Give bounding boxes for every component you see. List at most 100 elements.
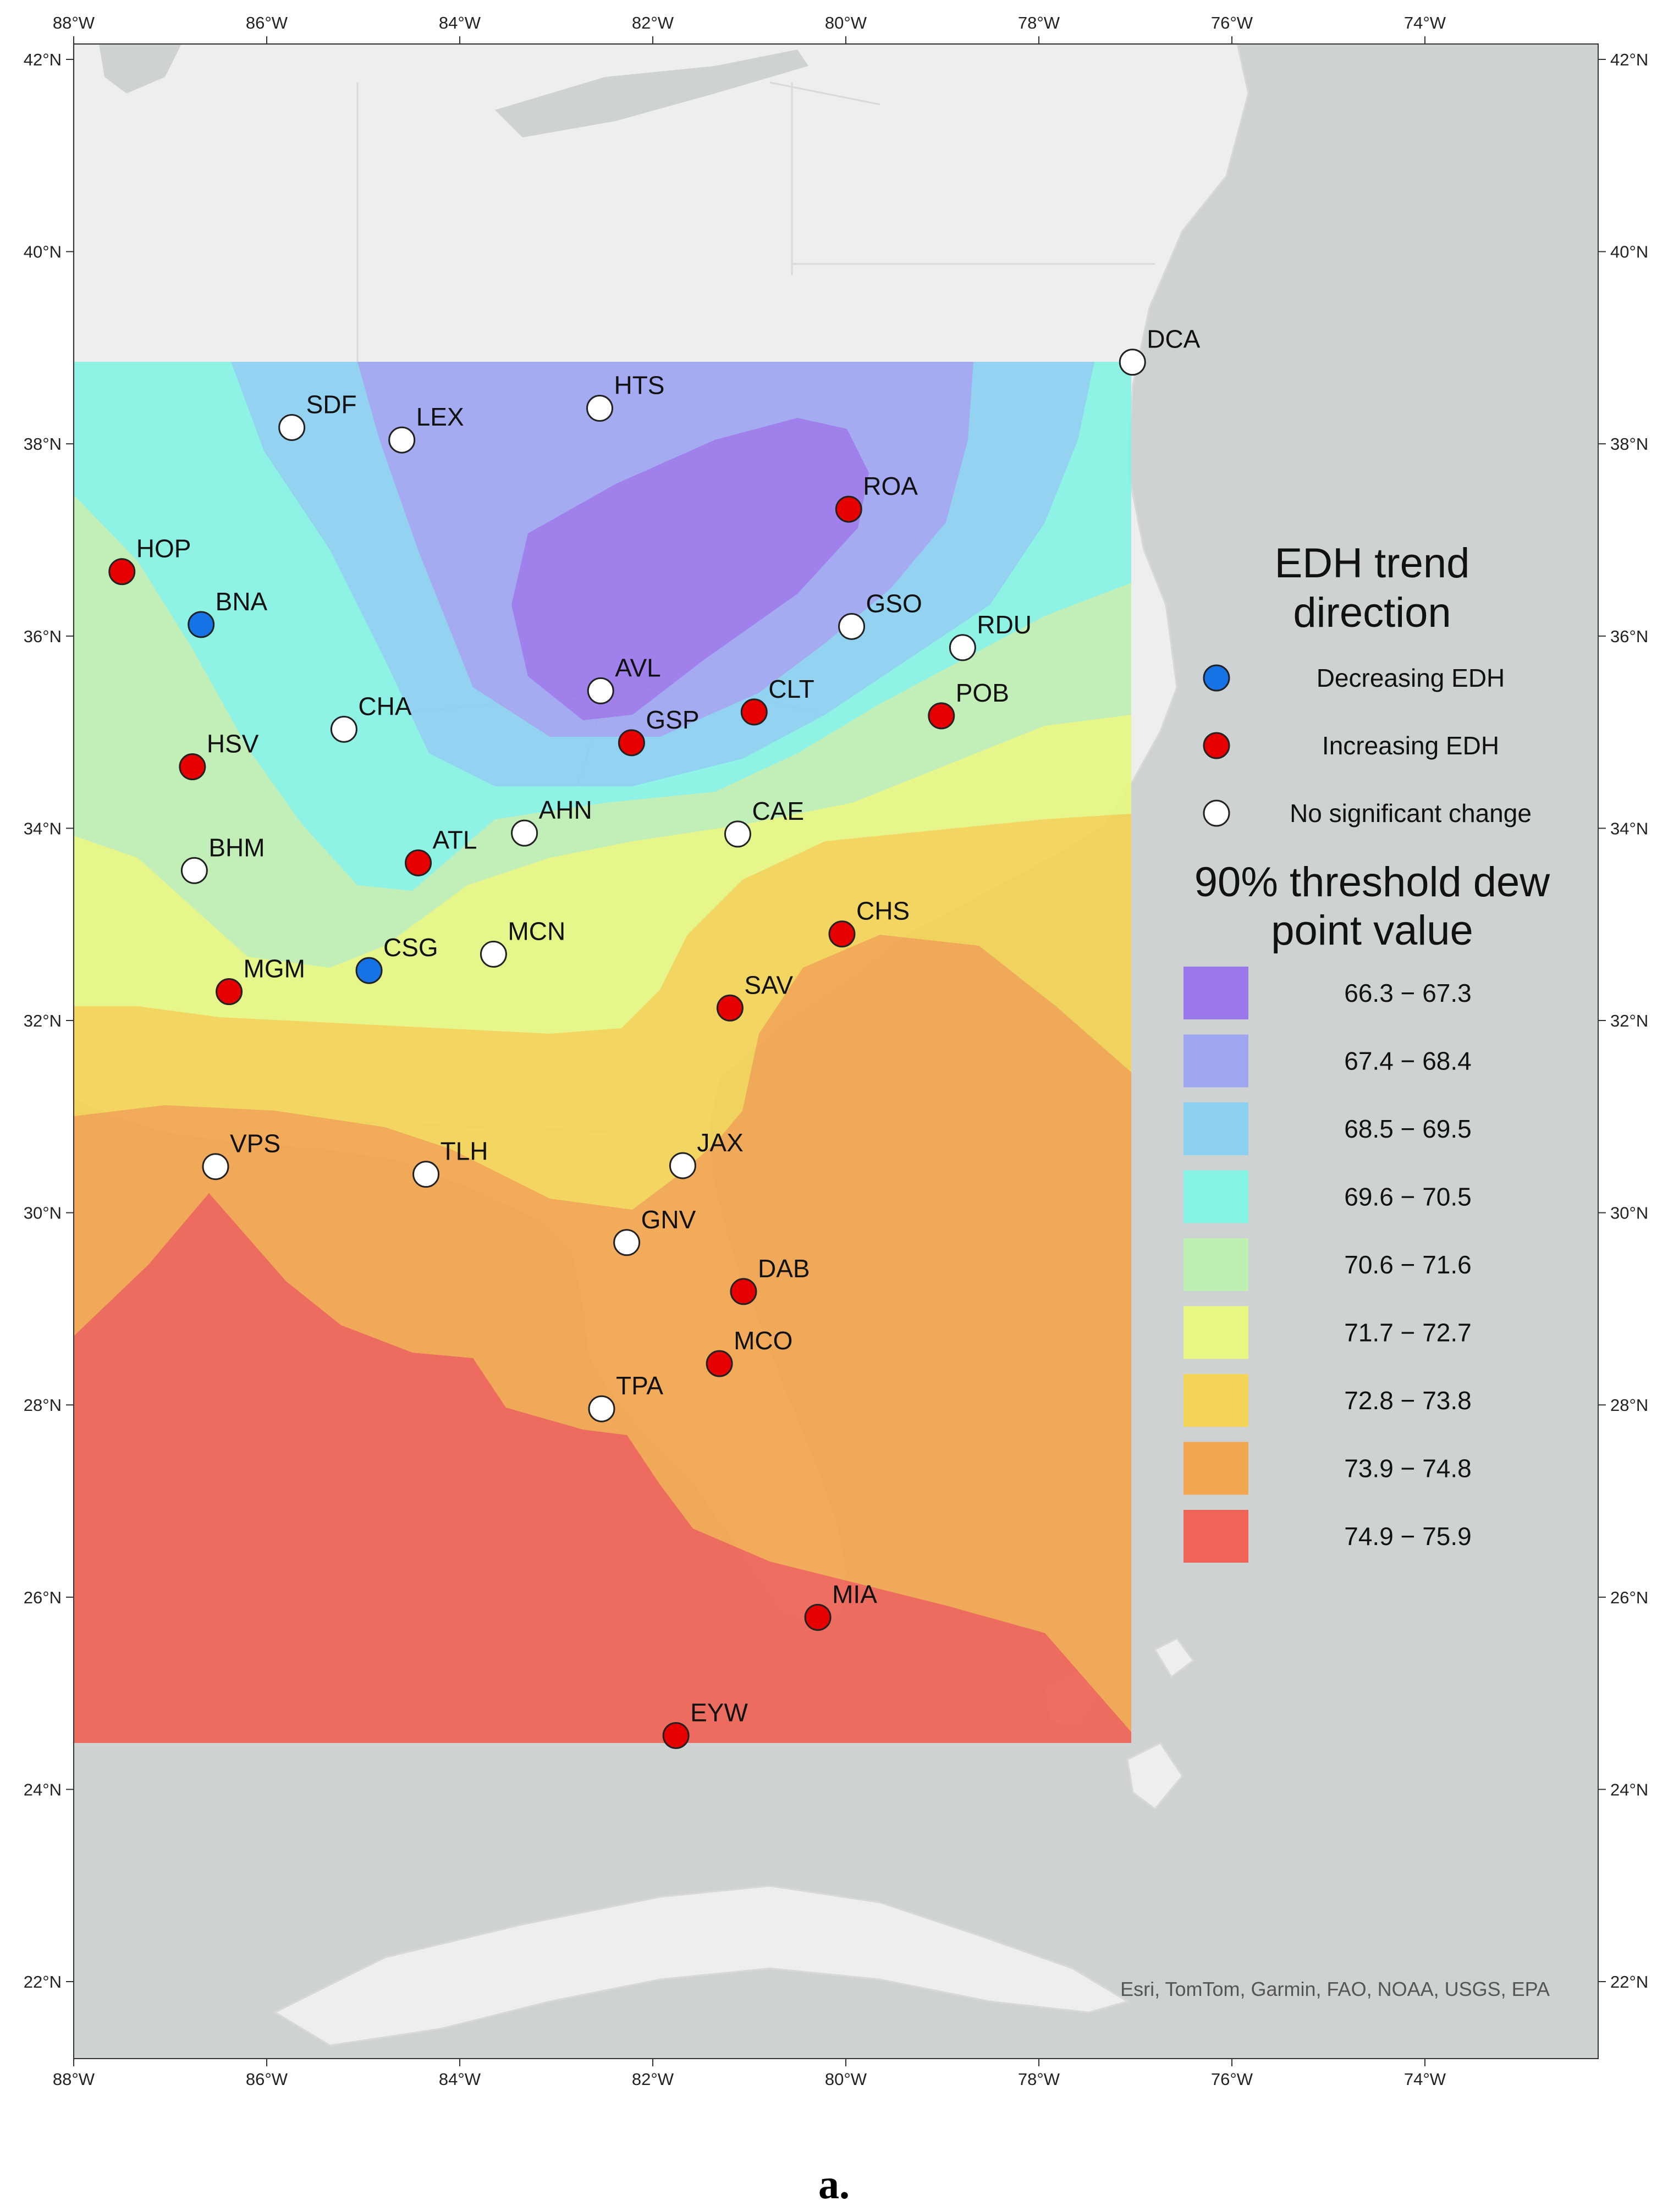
lat-tick-label-left: 42°N: [24, 50, 62, 69]
lon-tick-label-bottom: 78°W: [1018, 2070, 1060, 2089]
lat-tick-label-right: 42°N: [1610, 50, 1648, 69]
figure-caption: a.: [818, 2161, 850, 2208]
station-marker-tpa[interactable]: [588, 1395, 615, 1422]
station-marker-hop[interactable]: [108, 558, 136, 586]
station-marker-chs[interactable]: [828, 920, 856, 948]
station-marker-csg[interactable]: [355, 957, 383, 984]
trend-legend-items: Decreasing EDH Increasing EDH No significa…: [1203, 664, 1532, 828]
station-marker-rdu[interactable]: [949, 634, 976, 661]
station-label-cha: CHA: [358, 692, 411, 720]
station-label-mgm: MGM: [244, 955, 305, 983]
station-marker-jax[interactable]: [669, 1152, 696, 1179]
lat-tick-label-right: 30°N: [1610, 1204, 1648, 1223]
legend-class-label: 72.8 − 73.8: [1344, 1386, 1471, 1415]
bahamas-2: [1126, 1742, 1183, 1811]
lon-tick-label-top: 80°W: [825, 13, 867, 32]
station-marker-tlh[interactable]: [412, 1161, 440, 1188]
contour-class-66-3: [511, 418, 869, 720]
station-marker-vps[interactable]: [202, 1153, 229, 1181]
station-marker-clt[interactable]: [740, 698, 768, 726]
legend-swatch: [1183, 1374, 1248, 1427]
station-marker-pob[interactable]: [928, 702, 955, 730]
lat-tick-label-right: 32°N: [1610, 1011, 1648, 1030]
station-label-clt: CLT: [768, 675, 814, 703]
legend-symbol-no_change: [1203, 799, 1230, 827]
lat-tick-label-left: 28°N: [24, 1395, 62, 1415]
lat-tick-label-right: 28°N: [1610, 1395, 1648, 1415]
station-marker-roa[interactable]: [835, 495, 862, 523]
station-marker-sdf[interactable]: [278, 413, 306, 441]
legend-swatch: [1183, 1170, 1248, 1223]
station-label-sdf: SDF: [306, 390, 357, 418]
station-label-mco: MCO: [734, 1326, 792, 1355]
station-label-gnv: GNV: [641, 1205, 696, 1234]
lat-tick-label-right: 24°N: [1610, 1780, 1648, 1799]
station-label-hsv: HSV: [207, 730, 259, 758]
legend-swatch: [1183, 1238, 1248, 1291]
lon-tick-label-top: 78°W: [1018, 13, 1060, 32]
station-label-roa: ROA: [863, 472, 918, 500]
legend-class-label: 71.7 − 72.7: [1344, 1319, 1471, 1347]
lat-tick-label-left: 32°N: [24, 1011, 62, 1030]
legend-swatch: [1183, 1034, 1248, 1088]
station-label-csg: CSG: [383, 933, 438, 962]
station-marker-bna[interactable]: [188, 611, 215, 638]
lon-tick-label-top: 86°W: [246, 13, 288, 32]
station-marker-dab[interactable]: [730, 1278, 757, 1305]
lat-tick-label-left: 40°N: [24, 242, 62, 262]
station-marker-ahn[interactable]: [511, 819, 538, 847]
station-marker-eyw[interactable]: [662, 1722, 690, 1750]
cuba: [273, 1885, 1130, 2046]
station-marker-atl[interactable]: [405, 849, 432, 876]
legend-class-label: 66.3 − 67.3: [1344, 979, 1471, 1007]
station-marker-dca[interactable]: [1119, 349, 1146, 376]
station-marker-mco[interactable]: [706, 1350, 733, 1377]
station-marker-gso[interactable]: [838, 613, 866, 640]
lat-tick-label-right: 36°N: [1610, 627, 1648, 646]
station-label-jax: JAX: [697, 1128, 743, 1157]
station-marker-gsp[interactable]: [618, 729, 645, 757]
legend-trend-title-line2: direction: [1293, 589, 1451, 636]
legend-class-label: 73.9 − 74.8: [1344, 1454, 1471, 1483]
station-marker-gnv[interactable]: [613, 1229, 641, 1256]
legend-class-label: 67.4 − 68.4: [1344, 1047, 1471, 1075]
station-marker-mcn[interactable]: [480, 940, 507, 968]
station-marker-sav[interactable]: [716, 994, 744, 1022]
station-marker-hsv[interactable]: [179, 753, 206, 781]
lon-tick-label-bottom: 76°W: [1211, 2070, 1253, 2089]
station-marker-avl[interactable]: [587, 677, 614, 704]
station-label-tpa: TPA: [616, 1371, 663, 1400]
station-marker-mia[interactable]: [804, 1604, 832, 1631]
station-marker-hts[interactable]: [586, 395, 613, 422]
legend-trend-label: Increasing EDH: [1322, 731, 1499, 760]
lat-tick-label-left: 36°N: [24, 627, 62, 646]
lon-tick-label-bottom: 88°W: [53, 2070, 95, 2089]
station-marker-cha[interactable]: [330, 715, 357, 743]
lon-tick-label-bottom: 74°W: [1404, 2070, 1446, 2089]
station-label-dca: DCA: [1147, 325, 1200, 354]
station-marker-mgm[interactable]: [216, 978, 243, 1006]
station-label-ahn: AHN: [539, 796, 592, 824]
attribution-text: Esri, TomTom, Garmin, FAO, NOAA, USGS, E…: [1120, 1978, 1550, 2000]
legend-trend-label: No significant change: [1290, 799, 1532, 828]
station-markers: DCA HTS SDF LEX ROA HOP BNA GSO RDU AVL CLT POB CHA G…: [108, 325, 1201, 1750]
station-label-mia: MIA: [832, 1580, 877, 1609]
station-marker-bhm[interactable]: [180, 857, 208, 884]
lon-tick-label-top: 76°W: [1211, 13, 1253, 32]
lat-tick-label-left: 34°N: [24, 819, 62, 838]
station-marker-cae[interactable]: [724, 820, 751, 848]
lon-tick-label-top: 74°W: [1404, 13, 1446, 32]
great-lakes: [99, 44, 808, 137]
station-label-atl: ATL: [433, 825, 477, 854]
legend-swatch: [1183, 1442, 1248, 1495]
station-marker-lex[interactable]: [388, 426, 416, 454]
threshold-legend-items: 66.3 − 67.3 67.4 − 68.4 68.5 − 69.5 69.6 − …: [1183, 967, 1472, 1563]
graticule-ticks: 88°W 88°W 86°W 86°W 84°W 84°W 82°W 82°W 80°W 80°W…: [24, 13, 1649, 2089]
bahamas-3: [1153, 1637, 1195, 1679]
legend-trend-label: Decreasing EDH: [1317, 664, 1505, 692]
legend-swatch: [1183, 967, 1248, 1019]
station-label-sav: SAV: [744, 970, 793, 999]
lake-erie: [495, 49, 808, 137]
lat-tick-label-right: 40°N: [1610, 242, 1648, 262]
